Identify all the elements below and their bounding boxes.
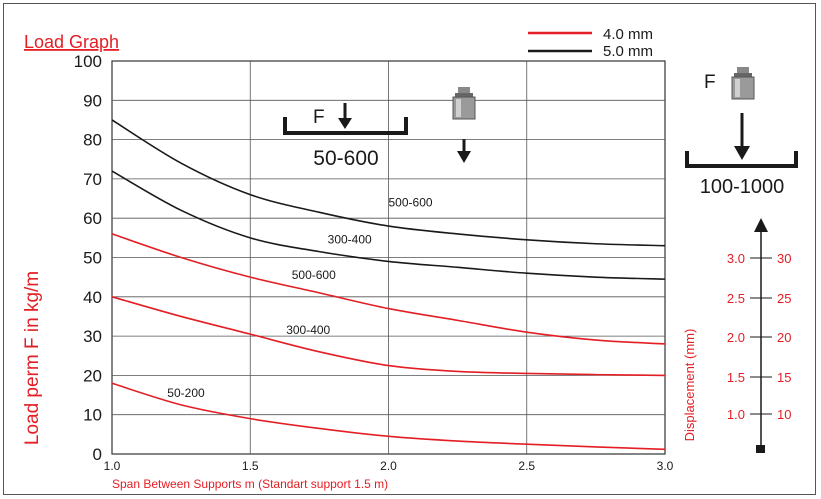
displacement-left-label: 1.5 xyxy=(727,370,745,385)
series-lines xyxy=(111,119,666,451)
series-label-2: 500-600 xyxy=(292,268,336,282)
x-tick-label: 3.0 xyxy=(657,459,674,473)
side-load-diagram: F 100-1000 xyxy=(685,67,798,198)
displacement-left-label: 1.0 xyxy=(727,407,745,422)
y-tick-labels: 0 10 20 30 40 50 60 70 80 90 100 xyxy=(74,52,102,464)
y-tick-label: 40 xyxy=(83,288,102,307)
side-load-beam xyxy=(685,151,798,168)
series-labels: 500-600 300-400 500-600 300-400 50-200 xyxy=(167,195,433,400)
series-label-1: 300-400 xyxy=(328,233,372,247)
inline-load-range: 50-600 xyxy=(313,147,378,170)
displacement-axis-base xyxy=(756,445,765,453)
side-load-f-label: F xyxy=(704,72,716,93)
legend-label-5mm: 5.0 mm xyxy=(603,43,653,60)
side-load-range: 100-1000 xyxy=(700,176,785,198)
y-tick-label: 100 xyxy=(74,52,102,71)
displacement-scale: Displacement (mm) 3.0 30 2.5 25 2.0 20 1.5 15 1.… xyxy=(682,218,791,453)
x-tick-label: 2.0 xyxy=(380,459,397,473)
y-tick-label: 10 xyxy=(83,406,102,425)
displacement-right-label: 10 xyxy=(777,407,791,422)
chart-frame xyxy=(3,3,816,495)
side-load-arrow-head xyxy=(734,146,750,160)
y-tick-label: 70 xyxy=(83,170,102,189)
series-line-3 xyxy=(111,296,666,377)
y-tick-label: 50 xyxy=(83,249,102,268)
y-tick-label: 60 xyxy=(83,209,102,228)
series-label-0: 500-600 xyxy=(389,195,433,209)
displacement-label: Displacement (mm) xyxy=(682,329,697,442)
y-tick-label: 80 xyxy=(83,131,102,150)
x-tick-labels: 1.0 1.5 2.0 2.5 3.0 xyxy=(104,459,674,473)
displacement-left-label: 2.5 xyxy=(727,291,745,306)
displacement-right-label: 20 xyxy=(777,330,791,345)
grid-lines xyxy=(111,60,666,455)
series-line-0 xyxy=(111,119,666,247)
series-line-4 xyxy=(111,382,666,451)
displacement-right-label: 30 xyxy=(777,251,791,266)
legend: 4.0 mm 5.0 mm xyxy=(528,26,653,60)
inline-load-beam xyxy=(283,117,408,135)
y-tick-label: 0 xyxy=(93,445,102,464)
series-label-3: 300-400 xyxy=(286,323,330,337)
series-label-4: 50-200 xyxy=(167,386,205,400)
displacement-axis-arrow xyxy=(754,218,768,232)
x-tick-label: 1.5 xyxy=(242,459,259,473)
y-tick-label: 90 xyxy=(83,91,102,110)
side-weight-icon xyxy=(731,67,755,100)
x-tick-label: 1.0 xyxy=(104,459,121,473)
series-line-2 xyxy=(111,233,666,345)
y-axis-label: Load perm F in kg/m xyxy=(22,271,43,445)
displacement-left-label: 3.0 xyxy=(727,251,745,266)
displacement-right-label: 25 xyxy=(777,291,791,306)
legend-label-4mm: 4.0 mm xyxy=(603,26,653,43)
displacement-left-label: 2.0 xyxy=(727,330,745,345)
inline-load-f-label: F xyxy=(313,107,325,128)
displacement-right-label: 15 xyxy=(777,370,791,385)
y-tick-label: 30 xyxy=(83,327,102,346)
weight-icon xyxy=(452,87,476,163)
chart-title: Load Graph xyxy=(24,32,119,52)
x-axis-label: Span Between Supports m (Standart suppor… xyxy=(112,477,388,491)
inline-load-diagram: F 50-600 xyxy=(283,103,408,170)
series-line-1 xyxy=(111,170,666,280)
y-tick-label: 20 xyxy=(83,366,102,385)
inline-load-arrow-head xyxy=(338,118,352,129)
x-tick-label: 2.5 xyxy=(518,459,535,473)
